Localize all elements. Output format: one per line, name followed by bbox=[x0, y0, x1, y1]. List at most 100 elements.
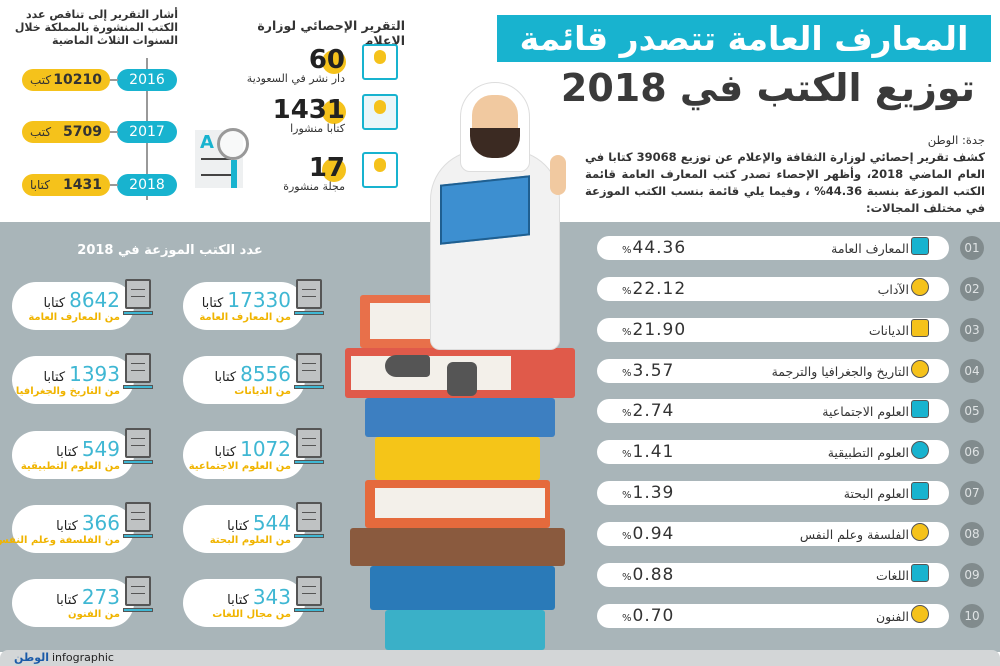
count-unit: كتابا bbox=[214, 445, 237, 460]
percent-value: 1.39 bbox=[632, 483, 675, 503]
ranking-label: اللغات bbox=[875, 567, 909, 583]
count-unit: كتابا bbox=[214, 370, 237, 385]
brain-icon bbox=[907, 479, 935, 505]
percent-value: 2.74 bbox=[632, 401, 675, 421]
pencil-icon bbox=[123, 385, 153, 389]
count-card: 1072كتابا من العلوم الاجتماعية bbox=[183, 431, 305, 479]
count-line: 544كتابا bbox=[189, 511, 291, 535]
ranking-percent: %22.12 bbox=[622, 279, 686, 299]
ranking-label: المعارف العامة bbox=[831, 240, 909, 256]
stat-dot bbox=[322, 100, 346, 124]
stat-label: مجلة منشورة bbox=[283, 180, 345, 193]
book-icon bbox=[125, 502, 151, 532]
count-category: من الفلسفة وعلم النفس bbox=[0, 535, 120, 546]
hand-pencil-icon bbox=[907, 438, 935, 464]
desk-lamp-icon bbox=[907, 275, 935, 301]
ranking-row: %0.94 الفلسفة وعلم النفس bbox=[597, 522, 949, 546]
ranking-percent: %0.88 bbox=[622, 565, 674, 585]
count-category: من الديانات bbox=[234, 386, 291, 397]
magazine-hand-icon bbox=[362, 152, 398, 188]
icon-shape bbox=[911, 319, 929, 337]
pencil-icon bbox=[294, 385, 324, 389]
ranking-number: 01 bbox=[960, 236, 984, 260]
ranking-label: العلوم البحتة bbox=[843, 485, 909, 501]
timeline-unit: كتابا bbox=[30, 178, 50, 192]
bookshelf-icon bbox=[362, 94, 398, 130]
ranking-row: %21.90 الديانات bbox=[597, 318, 949, 342]
intro-paragraph: كشف تقرير إحصائي لوزارة الثقافة والإعلام… bbox=[585, 150, 986, 215]
count-value: 366 bbox=[81, 511, 120, 535]
icon-shape bbox=[911, 482, 929, 500]
ranking-percent: %44.36 bbox=[622, 238, 686, 258]
icon-shape bbox=[911, 441, 929, 459]
percent-value: 44.36 bbox=[632, 238, 687, 258]
count-category: من الفنون bbox=[68, 609, 120, 620]
globe-icon bbox=[907, 561, 935, 587]
count-line: 549كتابا bbox=[18, 437, 120, 461]
book-icon bbox=[296, 428, 322, 458]
count-value: 1393 bbox=[69, 362, 120, 386]
percent-value: 1.41 bbox=[632, 442, 675, 462]
count-card: 366كتابا من الفلسفة وعلم النفس bbox=[0, 505, 134, 553]
count-card: 273كتابا من الفنون bbox=[12, 579, 134, 627]
percent-sign: % bbox=[622, 327, 633, 338]
count-line: 17330كتابا bbox=[189, 288, 291, 312]
ranking-number: 09 bbox=[960, 563, 984, 587]
icon-shape bbox=[911, 360, 929, 378]
count-value: 273 bbox=[81, 585, 120, 609]
ranking-number: 06 bbox=[960, 440, 984, 464]
ranking-row: %0.88 اللغات bbox=[597, 563, 949, 587]
book-icon bbox=[125, 353, 151, 383]
count-line: 8556كتابا bbox=[189, 362, 291, 386]
percent-sign: % bbox=[622, 245, 633, 256]
book-icon bbox=[125, 279, 151, 309]
book-icon bbox=[125, 428, 151, 458]
count-unit: كتابا bbox=[201, 296, 224, 311]
timeline-year: 2018 bbox=[117, 174, 177, 196]
count-unit: كتابا bbox=[43, 370, 66, 385]
count-card: 343كتابا من مجال اللغات bbox=[183, 579, 305, 627]
stat-label: دار نشر في السعودية bbox=[246, 72, 345, 85]
ranking-row: %0.70 الفنون bbox=[597, 604, 949, 628]
timeline-connector bbox=[108, 131, 118, 133]
percent-value: 3.57 bbox=[632, 361, 675, 381]
chat-bubbles-icon bbox=[907, 397, 935, 423]
count-line: 343كتابا bbox=[189, 585, 291, 609]
ranking-percent: %3.57 bbox=[622, 361, 674, 381]
pencil-icon bbox=[294, 608, 324, 612]
count-card: 17330كتابا من المعارف العامة bbox=[183, 282, 305, 330]
alwatan-logo: الوطن bbox=[14, 651, 50, 664]
ranking-label: التاريخ والجغرافيا والترجمة bbox=[771, 363, 909, 379]
ranking-percent: %1.39 bbox=[622, 483, 674, 503]
ranking-label: العلوم الاجتماعية bbox=[822, 403, 909, 419]
ranking-row: %2.74 العلوم الاجتماعية bbox=[597, 399, 949, 423]
count-line: 8642كتابا bbox=[18, 288, 120, 312]
document-magnifier-icon: A bbox=[195, 128, 249, 188]
counts-heading: عدد الكتب الموزعة في 2018 bbox=[77, 243, 263, 258]
book-icon bbox=[296, 502, 322, 532]
pencil-icon bbox=[123, 311, 153, 315]
pencil-icon bbox=[294, 534, 324, 538]
timeline-count-badge: 10210 كتب bbox=[22, 69, 110, 91]
ranking-row: %44.36 المعارف العامة bbox=[597, 236, 949, 260]
count-card: 544كتابا من العلوم البحتة bbox=[183, 505, 305, 553]
count-line: 366كتابا bbox=[18, 511, 120, 535]
ranking-label: العلوم التطبيقية bbox=[827, 444, 909, 460]
percent-value: 22.12 bbox=[632, 279, 687, 299]
count-value: 1072 bbox=[240, 437, 291, 461]
ranking-percent: %1.41 bbox=[622, 442, 674, 462]
stat-value: 60 bbox=[308, 45, 345, 75]
timeline-unit: كتب bbox=[30, 73, 52, 87]
count-line: 1072كتابا bbox=[189, 437, 291, 461]
ranking-number: 03 bbox=[960, 318, 984, 342]
count-category: من المعارف العامة bbox=[28, 312, 120, 323]
count-line: 273كتابا bbox=[18, 585, 120, 609]
timeline-count: 5709 bbox=[63, 124, 102, 140]
ranking-row: %1.41 العلوم التطبيقية bbox=[597, 440, 949, 464]
count-unit: كتابا bbox=[56, 445, 78, 460]
count-category: من العلوم الاجتماعية bbox=[188, 461, 291, 472]
percent-sign: % bbox=[622, 449, 633, 460]
footer: الوطن infographic bbox=[0, 650, 1000, 666]
count-category: من مجال اللغات bbox=[212, 609, 291, 620]
ranking-label: الديانات bbox=[868, 322, 909, 338]
